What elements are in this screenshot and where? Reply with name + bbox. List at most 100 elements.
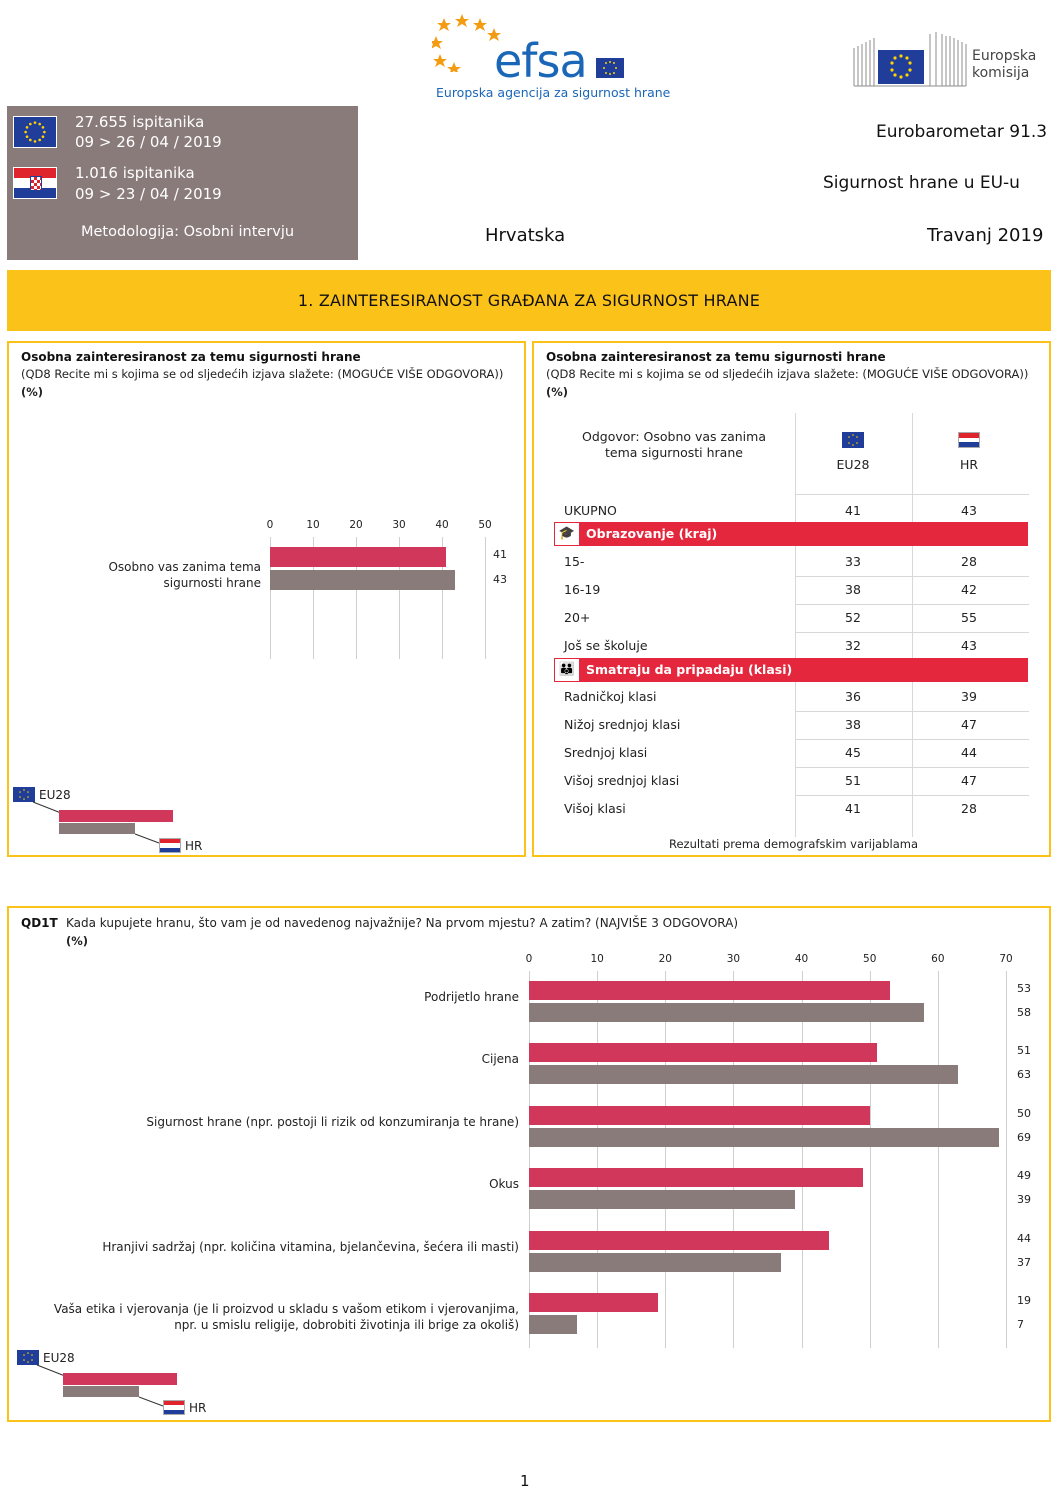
row-label: 16-19 xyxy=(564,582,601,597)
category-label: Hranjivi sadržaj (npr. količina vitamina… xyxy=(102,1239,519,1254)
row-label: Još se školuje xyxy=(564,638,648,653)
row-value-eu28: 45 xyxy=(845,745,861,760)
survey-topic: Sigurnost hrane u EU-u xyxy=(823,173,1020,193)
axis-tick-label: 50 xyxy=(478,519,492,531)
grid-line xyxy=(442,537,443,659)
european-commission-logo: Europska komisija xyxy=(852,26,1048,92)
category-label: Vaša etika i vjerovanja (je li proizvod … xyxy=(53,1302,519,1332)
row-value-hr: 39 xyxy=(961,689,977,704)
row-value-hr: 43 xyxy=(961,638,977,653)
grid-line xyxy=(937,971,939,1348)
category-label: Osobno vas zanima tema sigurnosti hrane xyxy=(108,560,261,590)
panel-question: Kada kupujete hranu, što vam je od naved… xyxy=(66,916,739,930)
grid-line xyxy=(733,971,735,1348)
eu-flag-icon xyxy=(596,58,624,78)
legend-connector xyxy=(32,801,62,814)
bar-hr xyxy=(529,1190,795,1210)
croatia-flag-icon xyxy=(159,838,181,853)
bar-hr xyxy=(529,1252,782,1272)
graduation-cap-icon: 🎓 xyxy=(554,522,580,546)
efsa-logo: efsa Europska agencija za sigurnost hran… xyxy=(430,12,670,102)
panel-title: Osobna zainteresiranost za temu sigurnos… xyxy=(21,350,361,364)
legend-hr-label: HR xyxy=(185,839,203,853)
value-label-eu28: 49 xyxy=(1017,1169,1031,1183)
panel-question: (QD8 Recite mi s kojima se od sljedećih … xyxy=(21,367,504,381)
legend-eu-swatch xyxy=(59,810,173,822)
value-label-hr: 39 xyxy=(1017,1193,1031,1207)
answer-header-line-1: Odgovor: Osobno vas zanima xyxy=(582,429,766,444)
row-label: 15- xyxy=(564,554,585,569)
axis-tick-label: 20 xyxy=(349,519,363,531)
row-divider xyxy=(795,494,1029,495)
panel-unit: (%) xyxy=(66,934,89,948)
ec-line-2: komisija xyxy=(972,65,1030,81)
row-value-hr: 55 xyxy=(961,610,977,625)
bar-hr xyxy=(529,1065,959,1085)
row-label: 20+ xyxy=(564,610,591,625)
value-label-eu28: 44 xyxy=(1017,1231,1031,1245)
interest-chart-panel: Osobna zainteresiranost za temu sigurnos… xyxy=(7,341,526,857)
row-value-eu28: 38 xyxy=(845,717,861,732)
eu-flag-icon xyxy=(13,787,35,802)
legend-hr-swatch xyxy=(59,823,135,834)
bar-hr xyxy=(529,1127,1000,1147)
panel-title: Osobna zainteresiranost za temu sigurnos… xyxy=(546,350,886,364)
row-divider xyxy=(795,604,1029,605)
row-divider xyxy=(795,739,1029,740)
efsa-wordmark: efsa xyxy=(494,34,588,88)
axis-tick-label: 70 xyxy=(999,953,1013,965)
grid-line xyxy=(529,971,530,1348)
bar-hr xyxy=(529,1315,577,1334)
axis-tick-label: 50 xyxy=(863,953,877,965)
row-value-eu28: 41 xyxy=(845,801,861,816)
row-value-eu28: 38 xyxy=(845,582,861,597)
eu-dates: 09 > 26 / 04 / 2019 xyxy=(75,133,222,151)
section-banner: 1. ZAINTERESIRANOST GRAĐANA ZA SIGURNOST… xyxy=(7,270,1051,331)
value-label-hr: 63 xyxy=(1017,1068,1031,1082)
table-answer-header: Odgovor: Osobno vas zanima tema sigurnos… xyxy=(574,429,774,461)
answer-header-line-2: tema sigurnosti hrane xyxy=(605,445,743,460)
row-value-hr: 47 xyxy=(961,773,977,788)
row-divider xyxy=(795,711,1029,712)
row-value-eu28: 51 xyxy=(845,773,861,788)
axis-tick-label: 30 xyxy=(392,519,406,531)
bar-hr xyxy=(270,570,455,590)
row-value-hr: 28 xyxy=(961,801,977,816)
column-eu-header: EU28 xyxy=(836,457,870,472)
row-value-hr: 42 xyxy=(961,582,977,597)
bar-eu28 xyxy=(529,1230,829,1250)
bar-eu28 xyxy=(529,1293,659,1312)
country-name: Hrvatska xyxy=(485,225,566,246)
axis-tick-label: 40 xyxy=(794,953,809,965)
legend-eu-swatch xyxy=(63,1373,177,1385)
value-label-eu28: 19 xyxy=(1017,1294,1031,1307)
croatia-flag-icon xyxy=(958,432,980,448)
efsa-stars-icon xyxy=(432,14,501,72)
section-education-label: Obrazovanje (kraj) xyxy=(586,526,718,541)
question-code: QD1T xyxy=(21,916,58,930)
bar-hr xyxy=(529,1003,925,1022)
grid-line xyxy=(801,971,803,1348)
table-footer: Rezultati prema demografskim varijablama xyxy=(669,837,918,851)
respondents-box: 27.655 ispitanika 09 > 26 / 04 / 2019 1.… xyxy=(7,106,358,260)
legend-connector xyxy=(36,1364,66,1377)
hr-dates: 09 > 23 / 04 / 2019 xyxy=(75,185,222,203)
axis-tick-label: 60 xyxy=(931,953,945,965)
section-class: 👪 Smatraju da pripadaju (klasi) xyxy=(554,658,1028,682)
value-label-eu28: 51 xyxy=(1017,1044,1031,1058)
axis-tick-label: 10 xyxy=(306,519,320,531)
eu-flag-icon xyxy=(842,432,864,448)
total-eu: 41 xyxy=(845,503,861,518)
purchase-criteria-panel: QD1T Kada kupujete hranu, što vam je od … xyxy=(7,906,1051,1422)
panel-unit: (%) xyxy=(546,385,569,399)
column-divider xyxy=(912,413,913,837)
column-divider xyxy=(795,413,796,837)
row-label: Srednjoj klasi xyxy=(564,745,648,760)
value-label-hr: 69 xyxy=(1017,1130,1031,1144)
row-divider xyxy=(795,632,1029,633)
methodology: Metodologija: Osobni intervju xyxy=(81,224,295,240)
croatia-flag-icon xyxy=(13,167,57,199)
row-value-eu28: 33 xyxy=(845,554,861,569)
eu-flag-icon xyxy=(17,1350,39,1365)
panel-question: (QD8 Recite mi s kojima se od sljedećih … xyxy=(546,367,1029,381)
